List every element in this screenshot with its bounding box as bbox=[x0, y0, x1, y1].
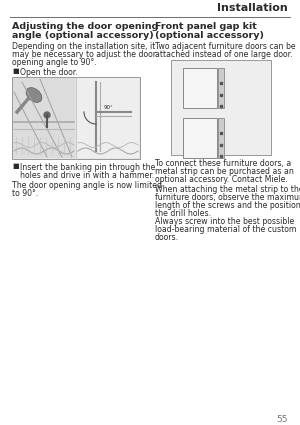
Text: ■: ■ bbox=[12, 163, 19, 169]
Text: the drill holes.: the drill holes. bbox=[155, 209, 211, 218]
Ellipse shape bbox=[26, 88, 42, 102]
Text: ■: ■ bbox=[12, 68, 19, 74]
Bar bbox=[218, 68, 224, 108]
Text: length of the screws and the position of: length of the screws and the position of bbox=[155, 201, 300, 210]
Text: holes and drive in with a hammer.: holes and drive in with a hammer. bbox=[20, 171, 154, 180]
Text: Adjusting the door opening: Adjusting the door opening bbox=[12, 22, 158, 31]
Text: doors.: doors. bbox=[155, 233, 179, 242]
Circle shape bbox=[44, 112, 50, 118]
Bar bbox=[218, 118, 224, 158]
Text: load-bearing material of the custom: load-bearing material of the custom bbox=[155, 225, 296, 234]
Bar bbox=[171, 60, 271, 155]
Text: The door opening angle is now limited: The door opening angle is now limited bbox=[12, 181, 162, 190]
Bar bbox=[77, 78, 139, 158]
Bar bbox=[13, 78, 75, 158]
Text: furniture doors, observe the maximum: furniture doors, observe the maximum bbox=[155, 193, 300, 202]
Text: opening angle to 90°.: opening angle to 90°. bbox=[12, 58, 97, 67]
Text: Insert the banking pin through the: Insert the banking pin through the bbox=[20, 163, 155, 172]
Text: To connect these furniture doors, a: To connect these furniture doors, a bbox=[155, 159, 291, 168]
Text: Depending on the installation site, it: Depending on the installation site, it bbox=[12, 42, 155, 51]
Text: may be necessary to adjust the door: may be necessary to adjust the door bbox=[12, 50, 156, 59]
Text: Installation: Installation bbox=[217, 3, 288, 13]
Text: to 90°.: to 90°. bbox=[12, 189, 38, 198]
Text: angle (optional accessory): angle (optional accessory) bbox=[12, 31, 154, 40]
Text: Two adjacent furniture doors can be: Two adjacent furniture doors can be bbox=[155, 42, 296, 51]
Text: metal strip can be purchased as an: metal strip can be purchased as an bbox=[155, 167, 294, 176]
Text: 90°: 90° bbox=[103, 105, 113, 110]
Text: (optional accessory): (optional accessory) bbox=[155, 31, 264, 40]
Bar bbox=[183, 68, 217, 108]
Text: Always screw into the best possible: Always screw into the best possible bbox=[155, 217, 294, 226]
Text: Front panel gap kit: Front panel gap kit bbox=[155, 22, 257, 31]
Bar bbox=[12, 77, 140, 159]
Text: attached instead of one large door.: attached instead of one large door. bbox=[155, 50, 292, 59]
Bar bbox=[183, 118, 217, 158]
Text: optional accessory. Contact Miele.: optional accessory. Contact Miele. bbox=[155, 175, 288, 184]
Text: Open the door.: Open the door. bbox=[20, 68, 78, 77]
Text: 55: 55 bbox=[277, 415, 288, 424]
Text: When attaching the metal strip to the: When attaching the metal strip to the bbox=[155, 185, 300, 194]
